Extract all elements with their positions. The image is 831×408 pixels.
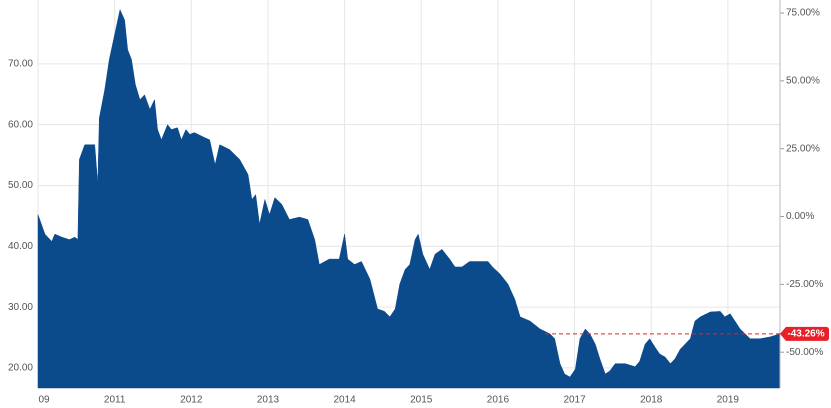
y2-tick-label: 50.00% — [786, 75, 820, 86]
x-tick-label: 2019 — [717, 395, 740, 406]
x-tick-label: 2011 — [104, 395, 126, 406]
current-badge-label: -43.26% — [787, 329, 824, 340]
current-badge — [780, 326, 829, 341]
y2-tick-label: -50.00% — [786, 347, 823, 358]
y-tick-label: 40.00 — [8, 241, 33, 252]
y-tick-label: 60.00 — [8, 119, 33, 130]
x-tick-label: 09 — [38, 395, 50, 406]
x-tick-label: 2015 — [410, 395, 433, 406]
x-tick-label: 2014 — [333, 395, 356, 406]
x-tick-label: 2013 — [257, 395, 280, 406]
x-tick-label: 2016 — [487, 395, 510, 406]
x-tick-label: 2017 — [563, 395, 586, 406]
y2-tick-label: 75.00% — [786, 8, 820, 19]
y-tick-label: 50.00 — [8, 180, 33, 191]
y2-tick-label: 25.00% — [786, 143, 820, 154]
y2-tick-label: -25.00% — [786, 279, 823, 290]
area — [37, 8, 781, 389]
y2-tick-label: 0.00% — [786, 211, 814, 222]
y-tick-label: 70.00 — [8, 58, 33, 69]
x-tick-label: 2018 — [640, 395, 663, 406]
y-tick-label: 20.00 — [8, 363, 33, 374]
y-tick-label: 30.00 — [8, 302, 33, 313]
x-tick-label: 2012 — [180, 395, 203, 406]
